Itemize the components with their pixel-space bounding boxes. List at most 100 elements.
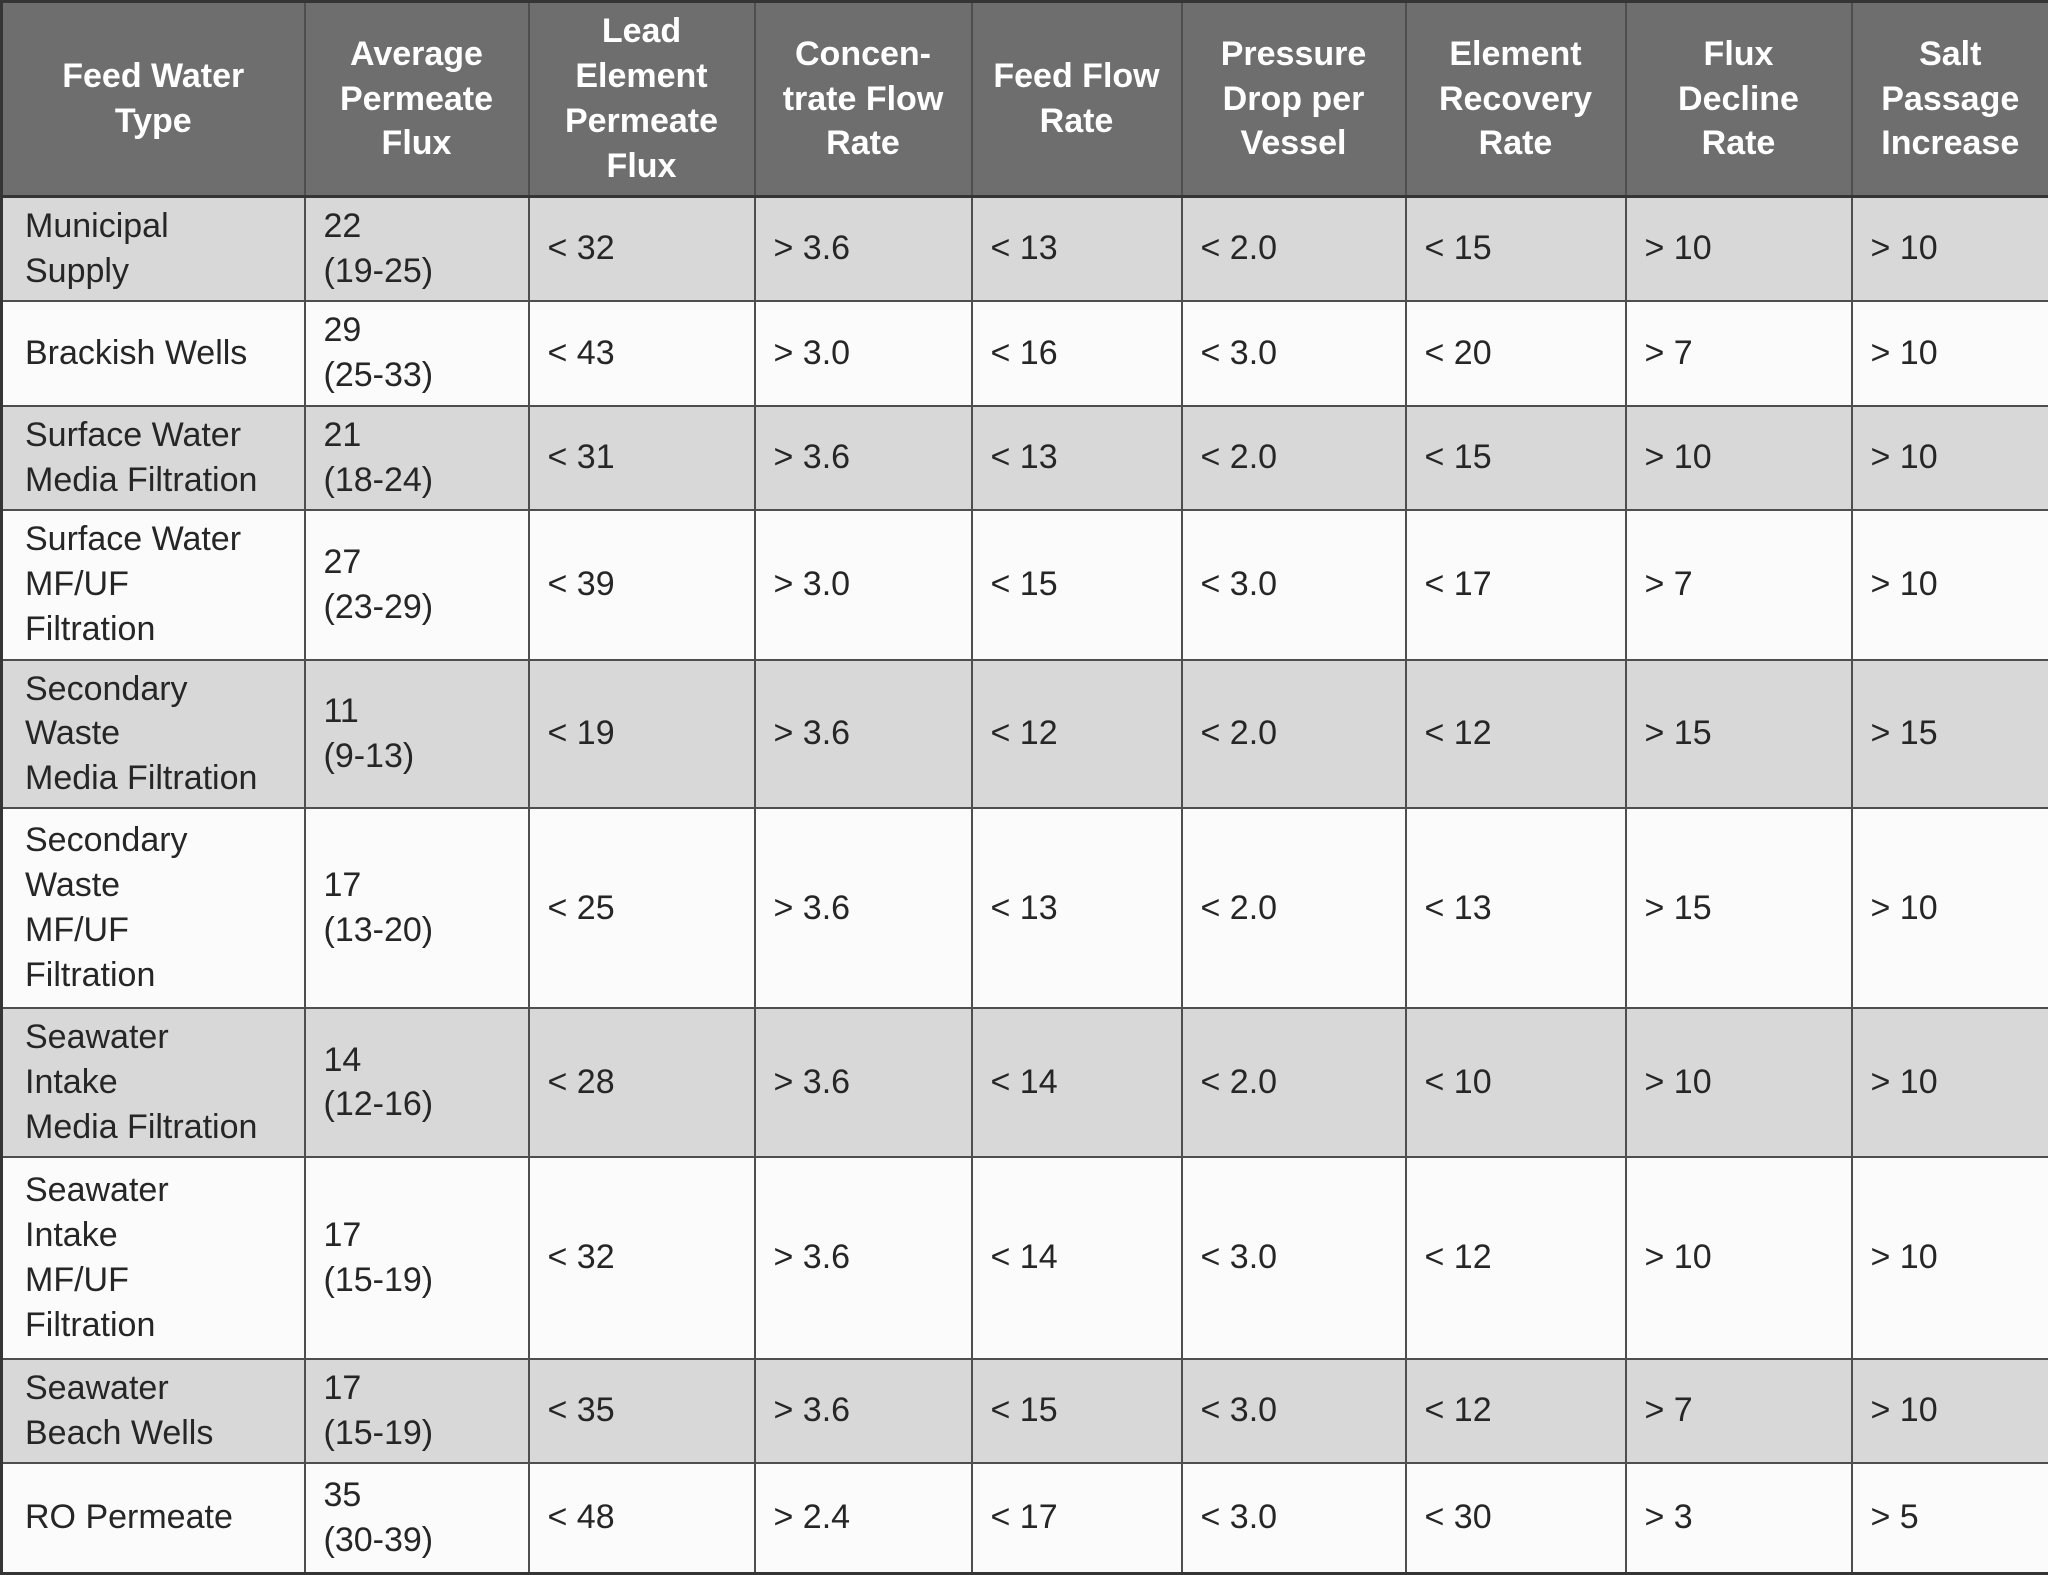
value-cell: > 10 (1852, 1008, 2048, 1157)
feed-water-type-cell: Surface Water Media Filtration (2, 406, 305, 510)
value-cell: < 13 (972, 406, 1182, 510)
value-cell: < 48 (529, 1463, 755, 1574)
value-cell: 22 (19-25) (305, 197, 529, 301)
value-cell: > 3.6 (755, 1359, 972, 1463)
value-cell: > 10 (1852, 1157, 2048, 1359)
value-cell: > 3.6 (755, 197, 972, 301)
value-cell: < 32 (529, 1157, 755, 1359)
value-cell: < 32 (529, 197, 755, 301)
value-cell: > 10 (1852, 301, 2048, 406)
value-cell: > 3.6 (755, 406, 972, 510)
value-cell: < 15 (1406, 197, 1626, 301)
value-cell: > 10 (1626, 1157, 1852, 1359)
header-cell-8: Flux Decline Rate (1626, 2, 1852, 197)
value-cell: > 10 (1852, 808, 2048, 1008)
value-cell: < 17 (1406, 510, 1626, 660)
value-cell: > 15 (1626, 660, 1852, 809)
value-cell: 21 (18-24) (305, 406, 529, 510)
feed-water-type-cell: Seawater Beach Wells (2, 1359, 305, 1463)
value-cell: < 3.0 (1182, 301, 1406, 406)
value-cell: > 7 (1626, 510, 1852, 660)
value-cell: < 16 (972, 301, 1182, 406)
value-cell: < 13 (972, 197, 1182, 301)
value-cell: > 3.6 (755, 1157, 972, 1359)
value-cell: < 3.0 (1182, 1463, 1406, 1574)
header-cell-6: Pressure Drop per Vessel (1182, 2, 1406, 197)
value-cell: < 39 (529, 510, 755, 660)
value-cell: > 7 (1626, 1359, 1852, 1463)
value-cell: > 3 (1626, 1463, 1852, 1574)
header-cell-7: Element Recovery Rate (1406, 2, 1626, 197)
value-cell: > 5 (1852, 1463, 2048, 1574)
value-cell: > 10 (1852, 1359, 2048, 1463)
value-cell: > 7 (1626, 301, 1852, 406)
value-cell: < 19 (529, 660, 755, 809)
feed-water-type-cell: Surface Water MF/UF Filtration (2, 510, 305, 660)
value-cell: < 13 (1406, 808, 1626, 1008)
value-cell: 17 (15-19) (305, 1157, 529, 1359)
value-cell: > 15 (1852, 660, 2048, 809)
value-cell: < 30 (1406, 1463, 1626, 1574)
value-cell: < 31 (529, 406, 755, 510)
value-cell: < 15 (972, 510, 1182, 660)
value-cell: 35 (30-39) (305, 1463, 529, 1574)
header-cell-5: Feed Flow Rate (972, 2, 1182, 197)
value-cell: 14 (12-16) (305, 1008, 529, 1157)
header-cell-3: Lead Element Permeate Flux (529, 2, 755, 197)
value-cell: 29 (25-33) (305, 301, 529, 406)
value-cell: < 12 (972, 660, 1182, 809)
value-cell: < 10 (1406, 1008, 1626, 1157)
value-cell: > 10 (1852, 510, 2048, 660)
value-cell: < 28 (529, 1008, 755, 1157)
value-cell: < 14 (972, 1157, 1182, 1359)
header-cell-1: Feed Water Type (2, 2, 305, 197)
value-cell: < 12 (1406, 1157, 1626, 1359)
value-cell: > 10 (1626, 406, 1852, 510)
value-cell: 27 (23-29) (305, 510, 529, 660)
value-cell: 17 (15-19) (305, 1359, 529, 1463)
value-cell: < 14 (972, 1008, 1182, 1157)
feed-water-type-cell: Municipal Supply (2, 197, 305, 301)
feed-water-type-cell: Brackish Wells (2, 301, 305, 406)
value-cell: > 3.6 (755, 808, 972, 1008)
header-cell-4: Concen- trate Flow Rate (755, 2, 972, 197)
feed-water-type-cell: RO Permeate (2, 1463, 305, 1574)
value-cell: > 10 (1852, 406, 2048, 510)
header-cell-2: Average Permeate Flux (305, 2, 529, 197)
value-cell: < 2.0 (1182, 808, 1406, 1008)
value-cell: < 2.0 (1182, 197, 1406, 301)
value-cell: > 10 (1626, 1008, 1852, 1157)
value-cell: < 15 (972, 1359, 1182, 1463)
value-cell: > 3.6 (755, 660, 972, 809)
value-cell: < 12 (1406, 1359, 1626, 1463)
value-cell: > 10 (1626, 197, 1852, 301)
value-cell: > 15 (1626, 808, 1852, 1008)
feed-water-type-cell: Secondary Waste Media Filtration (2, 660, 305, 809)
value-cell: > 3.0 (755, 301, 972, 406)
value-cell: > 3.6 (755, 1008, 972, 1157)
value-cell: < 3.0 (1182, 510, 1406, 660)
value-cell: < 35 (529, 1359, 755, 1463)
value-cell: 17 (13-20) (305, 808, 529, 1008)
value-cell: < 20 (1406, 301, 1626, 406)
value-cell: < 15 (1406, 406, 1626, 510)
value-cell: < 43 (529, 301, 755, 406)
feed-water-type-cell: Seawater Intake MF/UF Filtration (2, 1157, 305, 1359)
value-cell: < 2.0 (1182, 1008, 1406, 1157)
value-cell: < 13 (972, 808, 1182, 1008)
